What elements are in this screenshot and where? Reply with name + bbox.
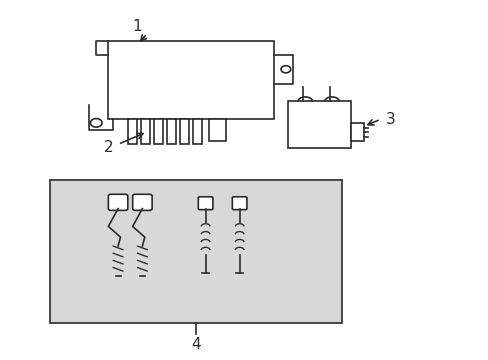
FancyBboxPatch shape [132,194,152,210]
FancyBboxPatch shape [108,194,127,210]
FancyBboxPatch shape [198,197,212,210]
Bar [154,119,163,144]
Bar [193,119,202,144]
Bar [167,119,176,144]
Bar [50,180,341,323]
Text: 3: 3 [385,112,394,127]
Bar [208,119,225,141]
Bar [141,119,149,144]
Bar [287,102,351,148]
Bar [108,41,273,119]
Text: 1: 1 [132,19,142,34]
Bar [180,119,189,144]
Bar [127,119,136,144]
Bar [351,123,363,141]
FancyBboxPatch shape [232,197,246,210]
Text: 2: 2 [103,140,113,156]
Text: 4: 4 [191,337,200,352]
